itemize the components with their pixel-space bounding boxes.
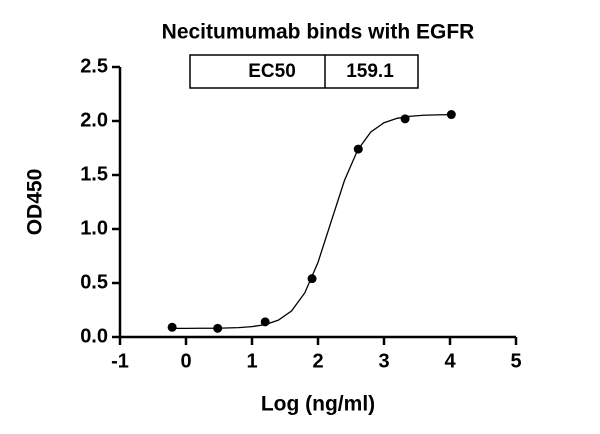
data-point [213,323,223,333]
x-tick-label: 4 [444,350,456,372]
data-point [307,274,317,284]
x-tick-label: 5 [510,350,521,372]
y-tick-label: 2.5 [80,55,108,77]
data-point [167,322,177,332]
y-tick-label: 1.5 [80,163,108,185]
x-tick-label: -1 [111,350,129,372]
y-tick-label: 2.0 [80,109,108,131]
x-tick-label: 0 [180,350,191,372]
data-point [353,144,363,154]
fit-curve [172,113,451,330]
y-tick-label: 0.0 [80,325,108,347]
x-tick-label: 1 [246,350,257,372]
x-axis-label: Log (ng/ml) [261,393,375,416]
ec50-label: EC50 [248,61,296,82]
y-tick-label: 1.0 [80,217,108,239]
x-tick-label: 2 [312,350,323,372]
ec50-value: 159.1 [346,61,394,82]
y-axis-label: OD450 [24,169,47,236]
data-point [260,317,270,327]
ec50-box [189,54,419,89]
chart-title: Necitumumab binds with EGFR [162,21,475,44]
x-tick-label: 3 [378,350,389,372]
data-point [400,114,410,124]
y-tick-label: 0.5 [80,271,108,293]
data-point [446,110,456,120]
